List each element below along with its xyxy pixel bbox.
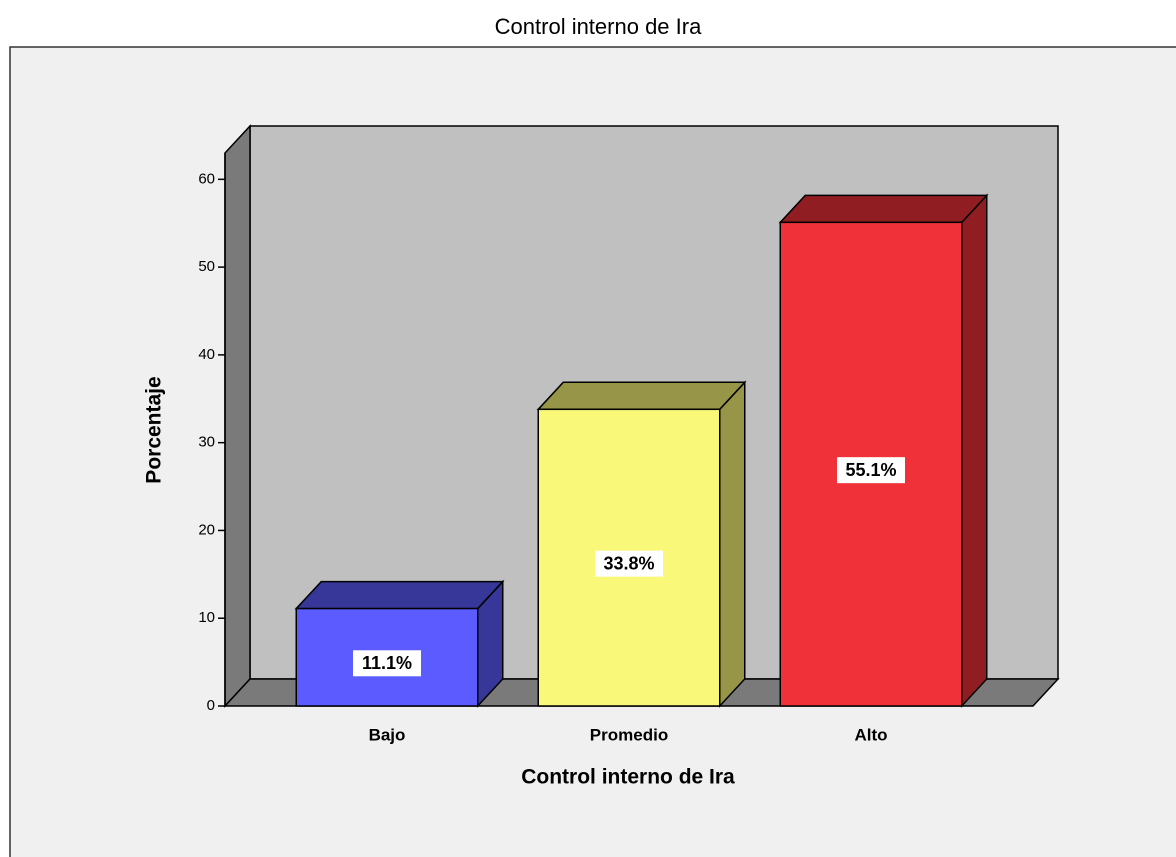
x-tick-label: Alto [854, 725, 887, 744]
y-tick-label: 30 [198, 434, 215, 451]
value-label-box [353, 650, 421, 677]
y-tick-label: 40 [198, 346, 215, 363]
x-tick-label: Promedio [590, 725, 668, 744]
value-label-box [595, 550, 663, 577]
side-wall [224, 124, 251, 708]
x-tick-label: Bajo [369, 725, 406, 744]
plot-frame [9, 46, 1176, 857]
bar-side [961, 193, 988, 708]
bar-top [536, 381, 747, 411]
value-label: 55.1% [845, 460, 896, 480]
y-axis-label: Porcentaje [143, 376, 166, 483]
value-label-box [837, 457, 905, 484]
bar-top [294, 580, 505, 610]
y-tick-label: 50 [198, 258, 215, 275]
y-tick-label: 10 [198, 609, 215, 626]
x-axis-label: Control interno de Ira [521, 766, 735, 789]
value-label: 33.8% [603, 553, 654, 573]
chart-title: Control interno de Ira [495, 14, 702, 39]
y-tick-label: 20 [198, 521, 215, 538]
y-tick-label: 0 [207, 697, 215, 714]
bar-side [719, 380, 746, 708]
y-tick-label: 60 [198, 170, 215, 187]
bar-top [778, 194, 989, 224]
value-label: 11.1% [362, 653, 412, 673]
